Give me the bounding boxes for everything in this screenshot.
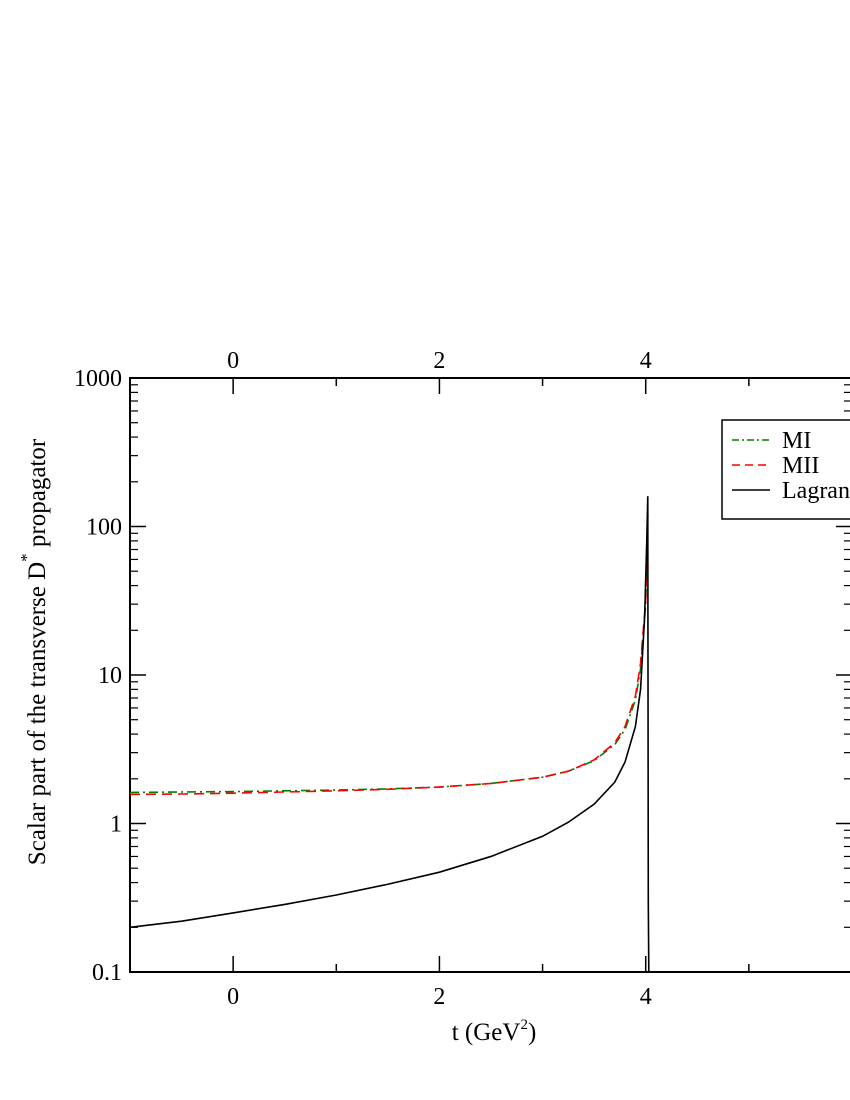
legend-box xyxy=(721,419,850,520)
legend: MIMIILagrangian xyxy=(721,419,850,520)
x-tick-label-bottom: 2 xyxy=(433,984,445,1010)
legend-label-1: MI xyxy=(782,428,811,454)
x-axis-label: t (GeV2) xyxy=(452,1017,537,1046)
y-axis-label-text: Scalar part of the transverse D xyxy=(24,562,51,865)
x-axis-label-sup: 2 xyxy=(520,1017,528,1033)
x-tick-label-bottom: 0 xyxy=(227,984,239,1010)
legend-label-3: Lagrangian xyxy=(782,478,850,504)
series-line-2 xyxy=(129,514,649,796)
y-tick-label: 1 xyxy=(110,812,122,838)
series-line-1 xyxy=(129,514,649,794)
x-tick-label-top: 4 xyxy=(640,348,652,374)
axis-ticks xyxy=(129,377,850,973)
series-line-3 xyxy=(129,496,650,973)
x-tick-label-top: 2 xyxy=(433,348,445,374)
y-axis-label-sup: * xyxy=(17,553,36,562)
x-axis-label-text: t (GeV xyxy=(452,1019,521,1046)
x-tick-label-top: 0 xyxy=(227,348,239,374)
x-axis-label-close: ) xyxy=(528,1019,536,1046)
y-tick-label: 10 xyxy=(98,663,122,689)
y-tick-label: 100 xyxy=(86,515,122,541)
y-tick-label: 0.1 xyxy=(92,960,122,986)
y-axis-label: Scalar part of the transverse D* propaga… xyxy=(17,438,51,865)
x-tick-label-bottom: 4 xyxy=(640,984,652,1010)
y-tick-label: 1000 xyxy=(74,366,122,392)
y-axis-label-tail: propagator xyxy=(24,438,51,553)
tick-labels: 0 2 4 0 2 4 0.1 1 10 100 1000 xyxy=(74,348,652,1010)
legend-label-2: MII xyxy=(782,453,819,479)
series-lines xyxy=(129,496,650,973)
